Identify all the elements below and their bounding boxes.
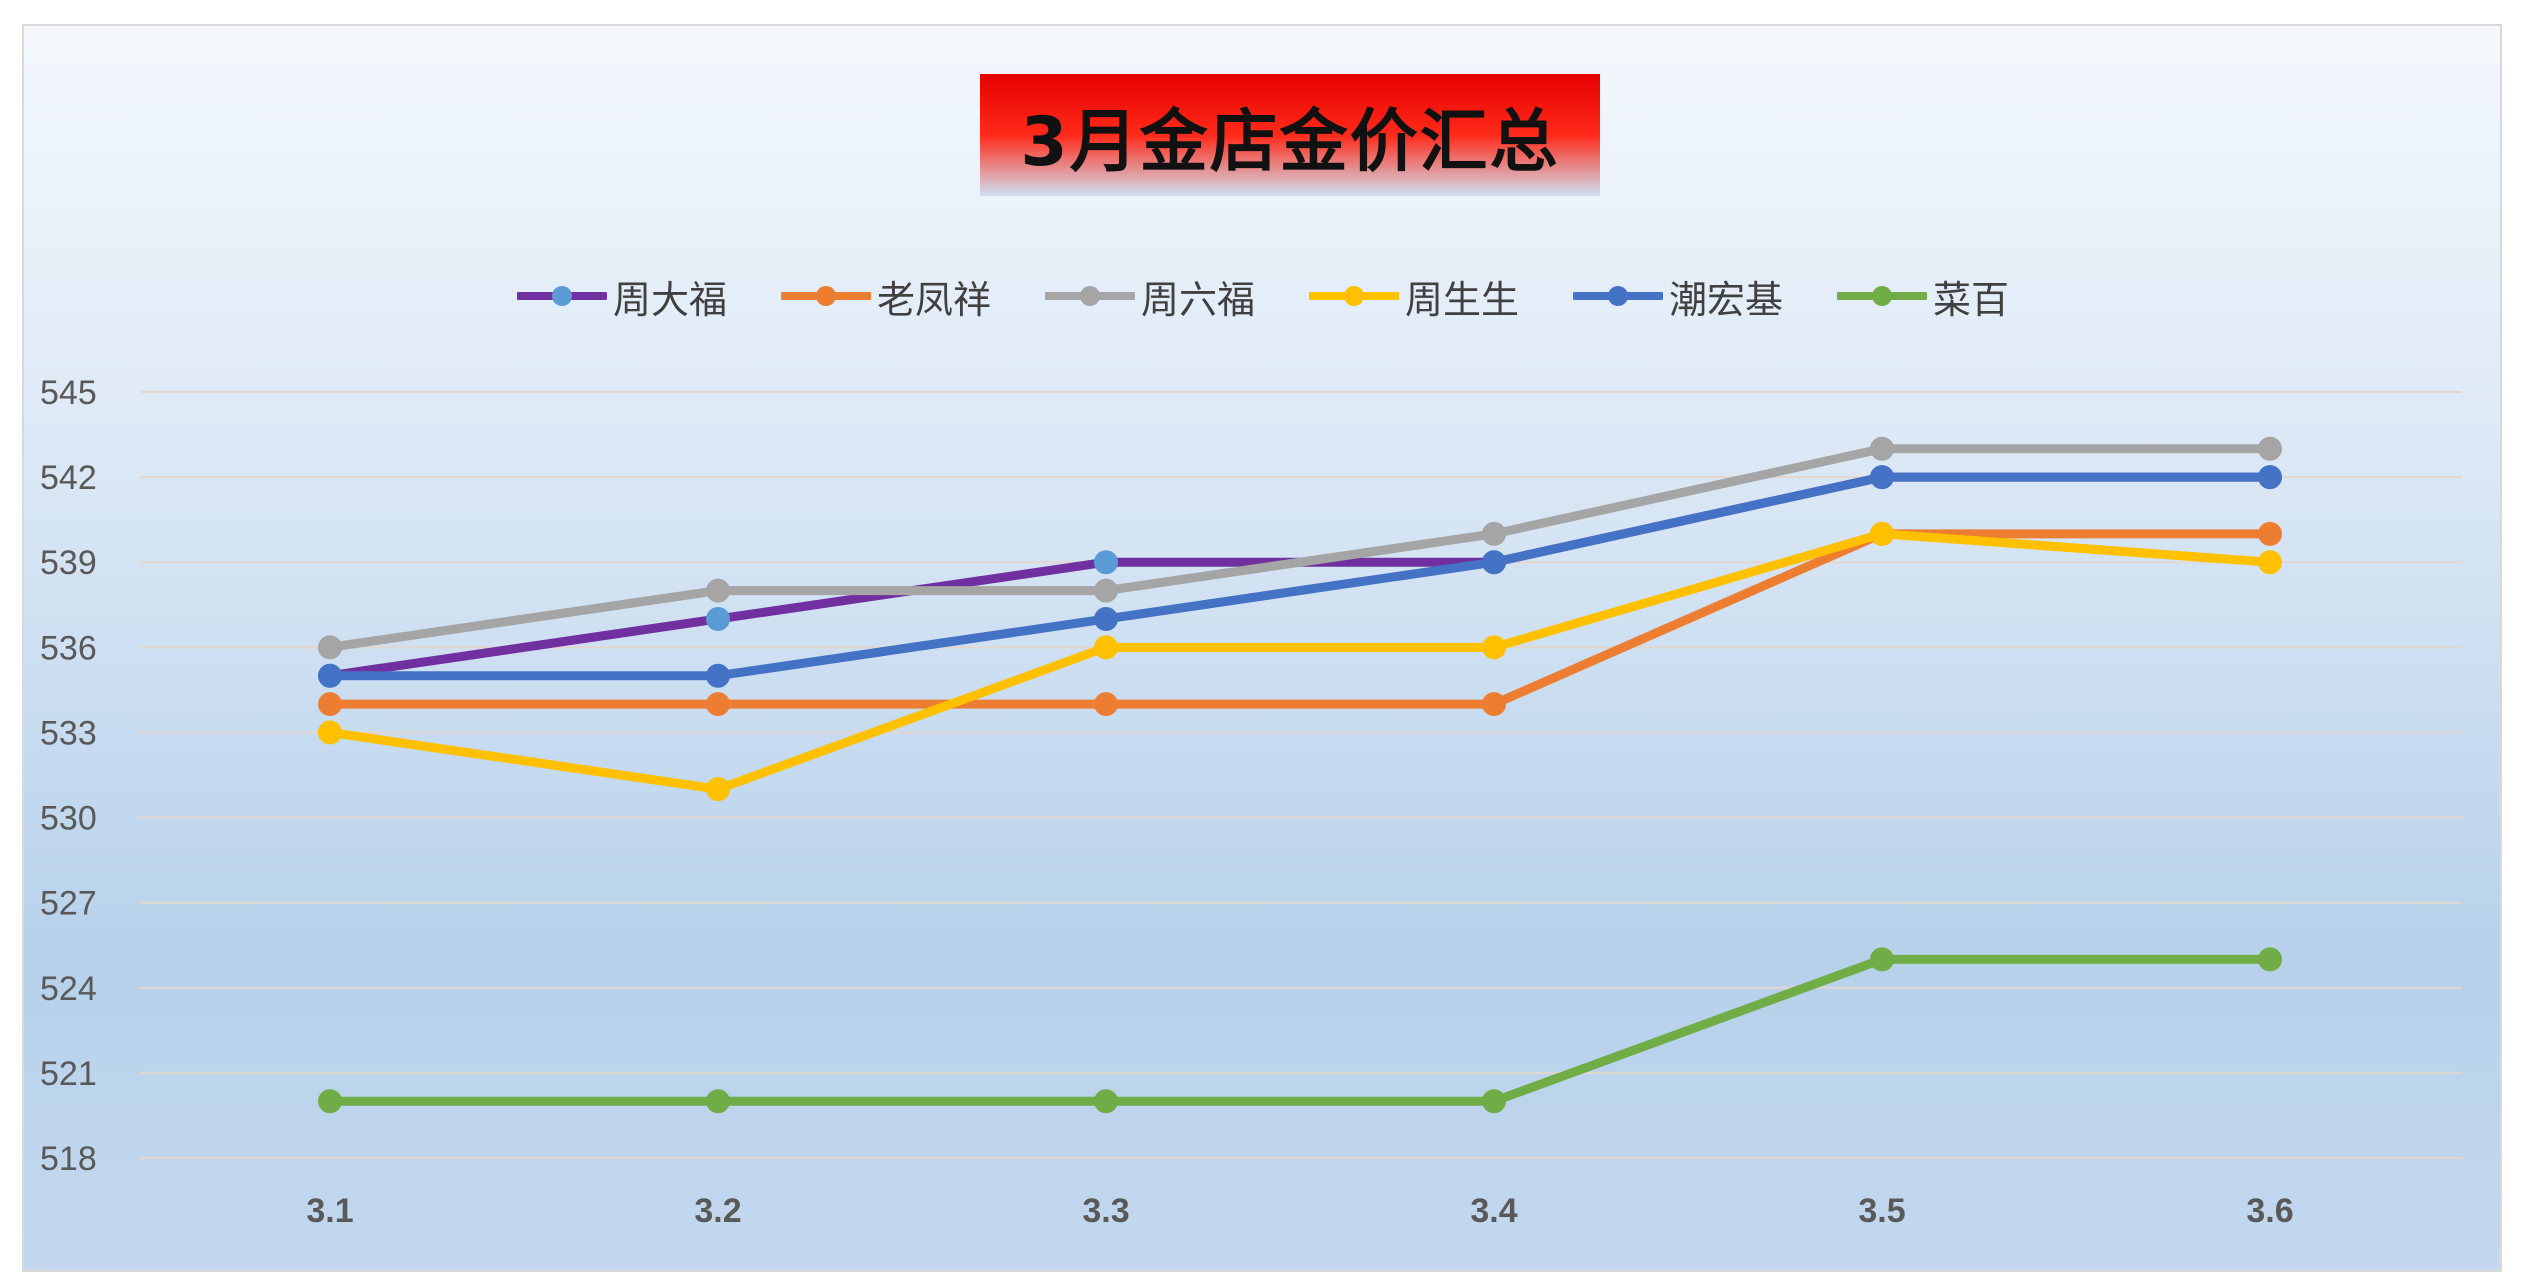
y-tick-label: 545: [40, 374, 97, 412]
data-point: [1870, 436, 1894, 461]
legend-item: 周大福: [516, 269, 727, 324]
legend-swatch: [1309, 284, 1399, 308]
y-tick-label: 539: [40, 544, 97, 582]
data-point: [706, 1089, 730, 1114]
legend-item: 潮宏基: [1573, 269, 1783, 324]
data-point: [318, 692, 342, 717]
y-tick-label: 530: [40, 800, 97, 838]
legend-item: 老凤祥: [780, 269, 991, 324]
series-line-1: [325, 529, 2275, 709]
x-tick-label: 3.5: [1858, 1192, 1905, 1230]
data-point: [1482, 692, 1506, 717]
data-point: [2258, 436, 2282, 461]
data-point: [706, 663, 730, 688]
data-point: [318, 663, 342, 688]
data-point: [1482, 1089, 1506, 1114]
x-tick-label: 3.6: [2246, 1192, 2293, 1230]
y-tick-label: 527: [40, 885, 97, 923]
chart-title: 3月金店金价汇总: [980, 74, 1600, 196]
legend: 周大福 老凤祥 周六福 周生生 潮宏基 菜百: [0, 266, 2526, 326]
x-tick-label: 3.2: [694, 1192, 741, 1230]
legend-label: 菜百: [1933, 277, 2010, 322]
y-tick-label: 533: [40, 714, 97, 752]
data-point: [706, 777, 730, 802]
data-point: [1870, 947, 1894, 972]
data-point: [706, 578, 730, 603]
data-point: [318, 1089, 342, 1114]
legend-label: 老凤祥: [876, 277, 991, 322]
legend-label: 周六福: [1140, 277, 1255, 322]
x-tick-label: 3.3: [1082, 1192, 1129, 1230]
data-point: [2258, 521, 2282, 546]
data-point: [706, 692, 730, 717]
data-point: [1094, 635, 1118, 660]
data-point: [1482, 635, 1506, 660]
legend-label: 潮宏基: [1669, 277, 1784, 322]
data-point: [706, 606, 730, 631]
legend-item: 周生生: [1309, 269, 1519, 324]
data-point: [2258, 550, 2282, 575]
data-point: [1094, 578, 1118, 603]
data-point: [1094, 1089, 1118, 1114]
y-tick-label: 542: [40, 459, 97, 497]
series-line-3: [325, 529, 2275, 794]
legend-swatch: [1837, 284, 1928, 308]
series-line-2: [325, 444, 2275, 652]
y-tick-label: 518: [40, 1140, 97, 1178]
legend-label: 周生生: [1405, 277, 1520, 322]
data-point: [1482, 521, 1506, 546]
data-point: [1482, 550, 1506, 575]
data-point: [2258, 465, 2282, 490]
y-tick-label: 521: [40, 1055, 97, 1093]
x-tick-label: 3.4: [1470, 1192, 1517, 1230]
data-point: [2258, 947, 2282, 972]
data-point: [1870, 521, 1894, 546]
legend-item: 周六福: [1044, 269, 1255, 324]
legend-swatch: [1573, 284, 1664, 308]
data-point: [1094, 550, 1118, 575]
data-point: [1870, 465, 1894, 490]
legend-swatch: [516, 284, 607, 308]
legend-swatch: [1044, 284, 1135, 308]
series-line-4: [325, 472, 2275, 681]
y-tick-label: 524: [40, 970, 97, 1008]
legend-swatch: [780, 284, 871, 308]
legend-label: 周大福: [612, 277, 727, 322]
data-point: [1094, 606, 1118, 631]
data-point: [1094, 692, 1118, 717]
data-point: [318, 720, 342, 745]
series-line-5: [325, 954, 2275, 1106]
y-tick-label: 536: [40, 629, 97, 667]
legend-item: 菜百: [1837, 269, 2009, 324]
data-point: [318, 635, 342, 660]
x-tick-label: 3.1: [306, 1192, 353, 1230]
